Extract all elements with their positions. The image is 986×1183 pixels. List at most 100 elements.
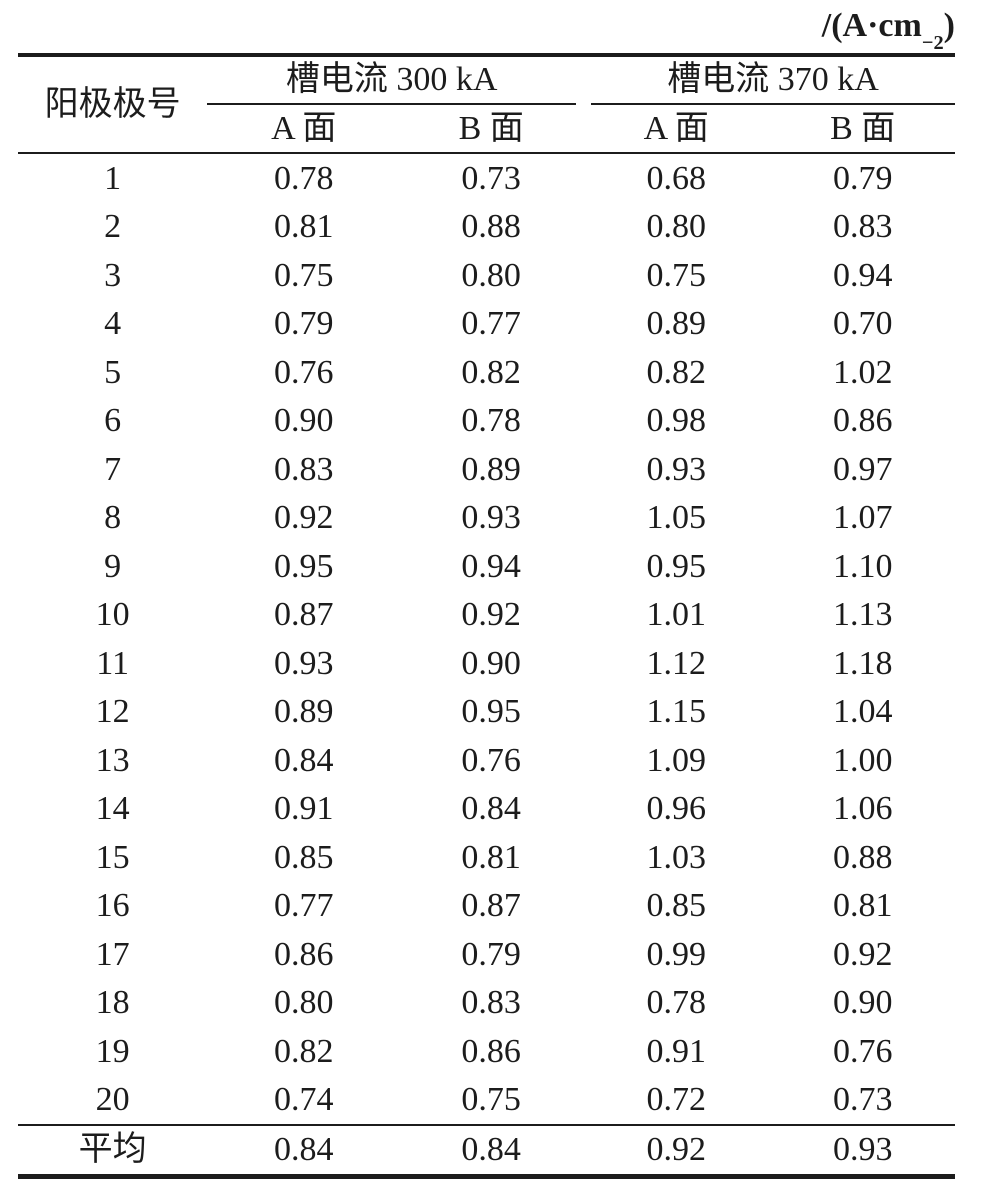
column-group-300ka-label: 槽电流 300 kA <box>207 57 577 105</box>
current-density-value: 0.76 <box>461 741 521 779</box>
current-density-value: 0.95 <box>461 693 521 731</box>
current-density-value: 0.77 <box>461 305 521 343</box>
current-density-value: 0.82 <box>646 353 706 391</box>
current-density-value: 0.99 <box>646 935 706 973</box>
current-density-value: 0.88 <box>832 838 893 876</box>
anode-number-cell: 8 <box>104 499 122 537</box>
average-label: 平均 <box>18 1124 208 1177</box>
table-row: 18 0.80 0.83 0.78 0.90 <box>18 979 955 1028</box>
unit-suffix: ) <box>943 7 955 44</box>
current-density-value: 0.81 <box>461 838 521 876</box>
current-density-value: 0.80 <box>461 256 521 294</box>
current-density-value: 0.75 <box>646 256 706 294</box>
current-density-value: 0.68 <box>646 159 706 197</box>
current-density-value: 0.83 <box>461 984 521 1022</box>
current-density-value: 0.81 <box>274 208 334 246</box>
column-group-370ka-label: 槽电流 370 kA <box>591 57 955 105</box>
current-density-value: 1.18 <box>832 644 893 682</box>
anode-number-cell: 12 <box>95 693 130 731</box>
current-density-value: 0.86 <box>274 935 334 973</box>
average-value: 0.93 <box>770 1124 955 1177</box>
current-density-value: 0.78 <box>274 159 334 197</box>
current-density-value: 0.89 <box>461 450 521 488</box>
average-value: 0.84 <box>207 1124 401 1177</box>
current-density-value: 1.05 <box>646 499 706 537</box>
anode-number-cell: 7 <box>104 450 122 488</box>
current-density-value: 0.93 <box>646 450 706 488</box>
current-density-value: 0.93 <box>461 499 521 537</box>
current-density-value: 0.91 <box>274 790 334 828</box>
table-row: 3 0.75 0.80 0.75 0.94 <box>18 251 955 300</box>
table-row: 10 0.87 0.92 1.01 1.13 <box>18 591 955 640</box>
current-density-value: 0.89 <box>274 693 334 731</box>
table-row: 17 0.86 0.79 0.99 0.92 <box>18 930 955 979</box>
current-density-value: 0.90 <box>274 402 334 440</box>
current-density-value: 1.01 <box>646 596 706 634</box>
current-density-value: 0.82 <box>461 353 521 391</box>
anode-number-cell: 5 <box>104 353 122 391</box>
anode-number-cell: 2 <box>104 208 122 246</box>
table-header: 阳极极号 槽电流 300 kA 槽电流 370 kA A 面 B 面 A 面 B… <box>18 55 955 154</box>
anode-number-cell: 16 <box>95 887 130 925</box>
anode-number-cell: 13 <box>95 741 130 779</box>
current-density-value: 0.91 <box>646 1032 706 1070</box>
anode-number-cell: 4 <box>104 305 122 343</box>
anode-number-cell: 17 <box>95 935 130 973</box>
table-row: 7 0.83 0.89 0.93 0.97 <box>18 445 955 494</box>
current-density-value: 0.78 <box>461 402 521 440</box>
current-density-value: 1.07 <box>832 499 893 537</box>
current-density-value: 0.82 <box>274 1032 334 1070</box>
current-density-value: 0.84 <box>274 741 334 779</box>
current-density-value: 0.86 <box>832 402 893 440</box>
current-density-value: 1.04 <box>832 693 893 731</box>
current-density-value: 1.09 <box>646 741 706 779</box>
current-density-value: 0.81 <box>832 887 893 925</box>
header-group-row: 阳极极号 槽电流 300 kA 槽电流 370 kA <box>18 55 955 154</box>
table-row: 9 0.95 0.94 0.95 1.10 <box>18 542 955 591</box>
current-density-value: 0.70 <box>832 305 893 343</box>
current-density-value: 0.85 <box>646 887 706 925</box>
current-density-value: 0.86 <box>461 1032 521 1070</box>
table-row: 19 0.82 0.86 0.91 0.76 <box>18 1027 955 1076</box>
current-density-value: 0.80 <box>646 208 706 246</box>
anode-number-cell: 10 <box>95 596 130 634</box>
average-row: 平均 0.84 0.84 0.92 0.93 <box>18 1124 955 1177</box>
current-density-value: 0.85 <box>274 838 334 876</box>
unit-label: /(A·cm −2) <box>821 7 955 54</box>
current-density-value: 0.76 <box>274 353 334 391</box>
header-sub-row: A 面 B 面 A 面 B 面 <box>18 105 955 154</box>
current-density-value: 1.15 <box>646 693 706 731</box>
current-density-value: 0.74 <box>274 1081 334 1119</box>
anode-number-cell: 18 <box>95 984 130 1022</box>
anode-number-cell: 1 <box>104 159 122 197</box>
current-density-value: 0.73 <box>832 1081 893 1119</box>
current-density-value: 0.96 <box>646 790 706 828</box>
current-density-value: 0.87 <box>274 596 334 634</box>
table-row: 20 0.74 0.75 0.72 0.73 <box>18 1076 955 1126</box>
column-group-370ka: 槽电流 370 kA <box>582 55 955 105</box>
average-value: 0.92 <box>582 1124 771 1177</box>
current-density-value: 0.73 <box>461 159 521 197</box>
current-density-value: 0.79 <box>832 159 893 197</box>
column-header-370ka-side-a: A 面 <box>582 105 771 154</box>
table-row: 6 0.90 0.78 0.98 0.86 <box>18 397 955 446</box>
column-header-370ka-side-b: B 面 <box>770 105 955 154</box>
table-row: 14 0.91 0.84 0.96 1.06 <box>18 785 955 834</box>
current-density-table: 阳极极号 槽电流 300 kA 槽电流 370 kA A 面 B 面 A 面 B… <box>18 53 955 1179</box>
anode-number-cell: 9 <box>104 547 122 585</box>
average-value: 0.84 <box>400 1124 583 1177</box>
current-density-value: 0.78 <box>646 984 706 1022</box>
current-density-value: 0.98 <box>646 402 706 440</box>
current-density-value: 0.77 <box>274 887 334 925</box>
current-density-value: 1.10 <box>832 547 893 585</box>
current-density-value: 0.97 <box>832 450 893 488</box>
current-density-value: 1.02 <box>832 353 893 391</box>
table-row: 16 0.77 0.87 0.85 0.81 <box>18 882 955 931</box>
anode-number-cell: 3 <box>104 256 122 294</box>
current-density-value: 0.83 <box>274 450 334 488</box>
table-row: 2 0.81 0.88 0.80 0.83 <box>18 203 955 252</box>
current-density-value: 0.90 <box>832 984 893 1022</box>
column-header-anode-number: 阳极极号 <box>18 55 208 154</box>
table-row: 4 0.79 0.77 0.89 0.70 <box>18 300 955 349</box>
